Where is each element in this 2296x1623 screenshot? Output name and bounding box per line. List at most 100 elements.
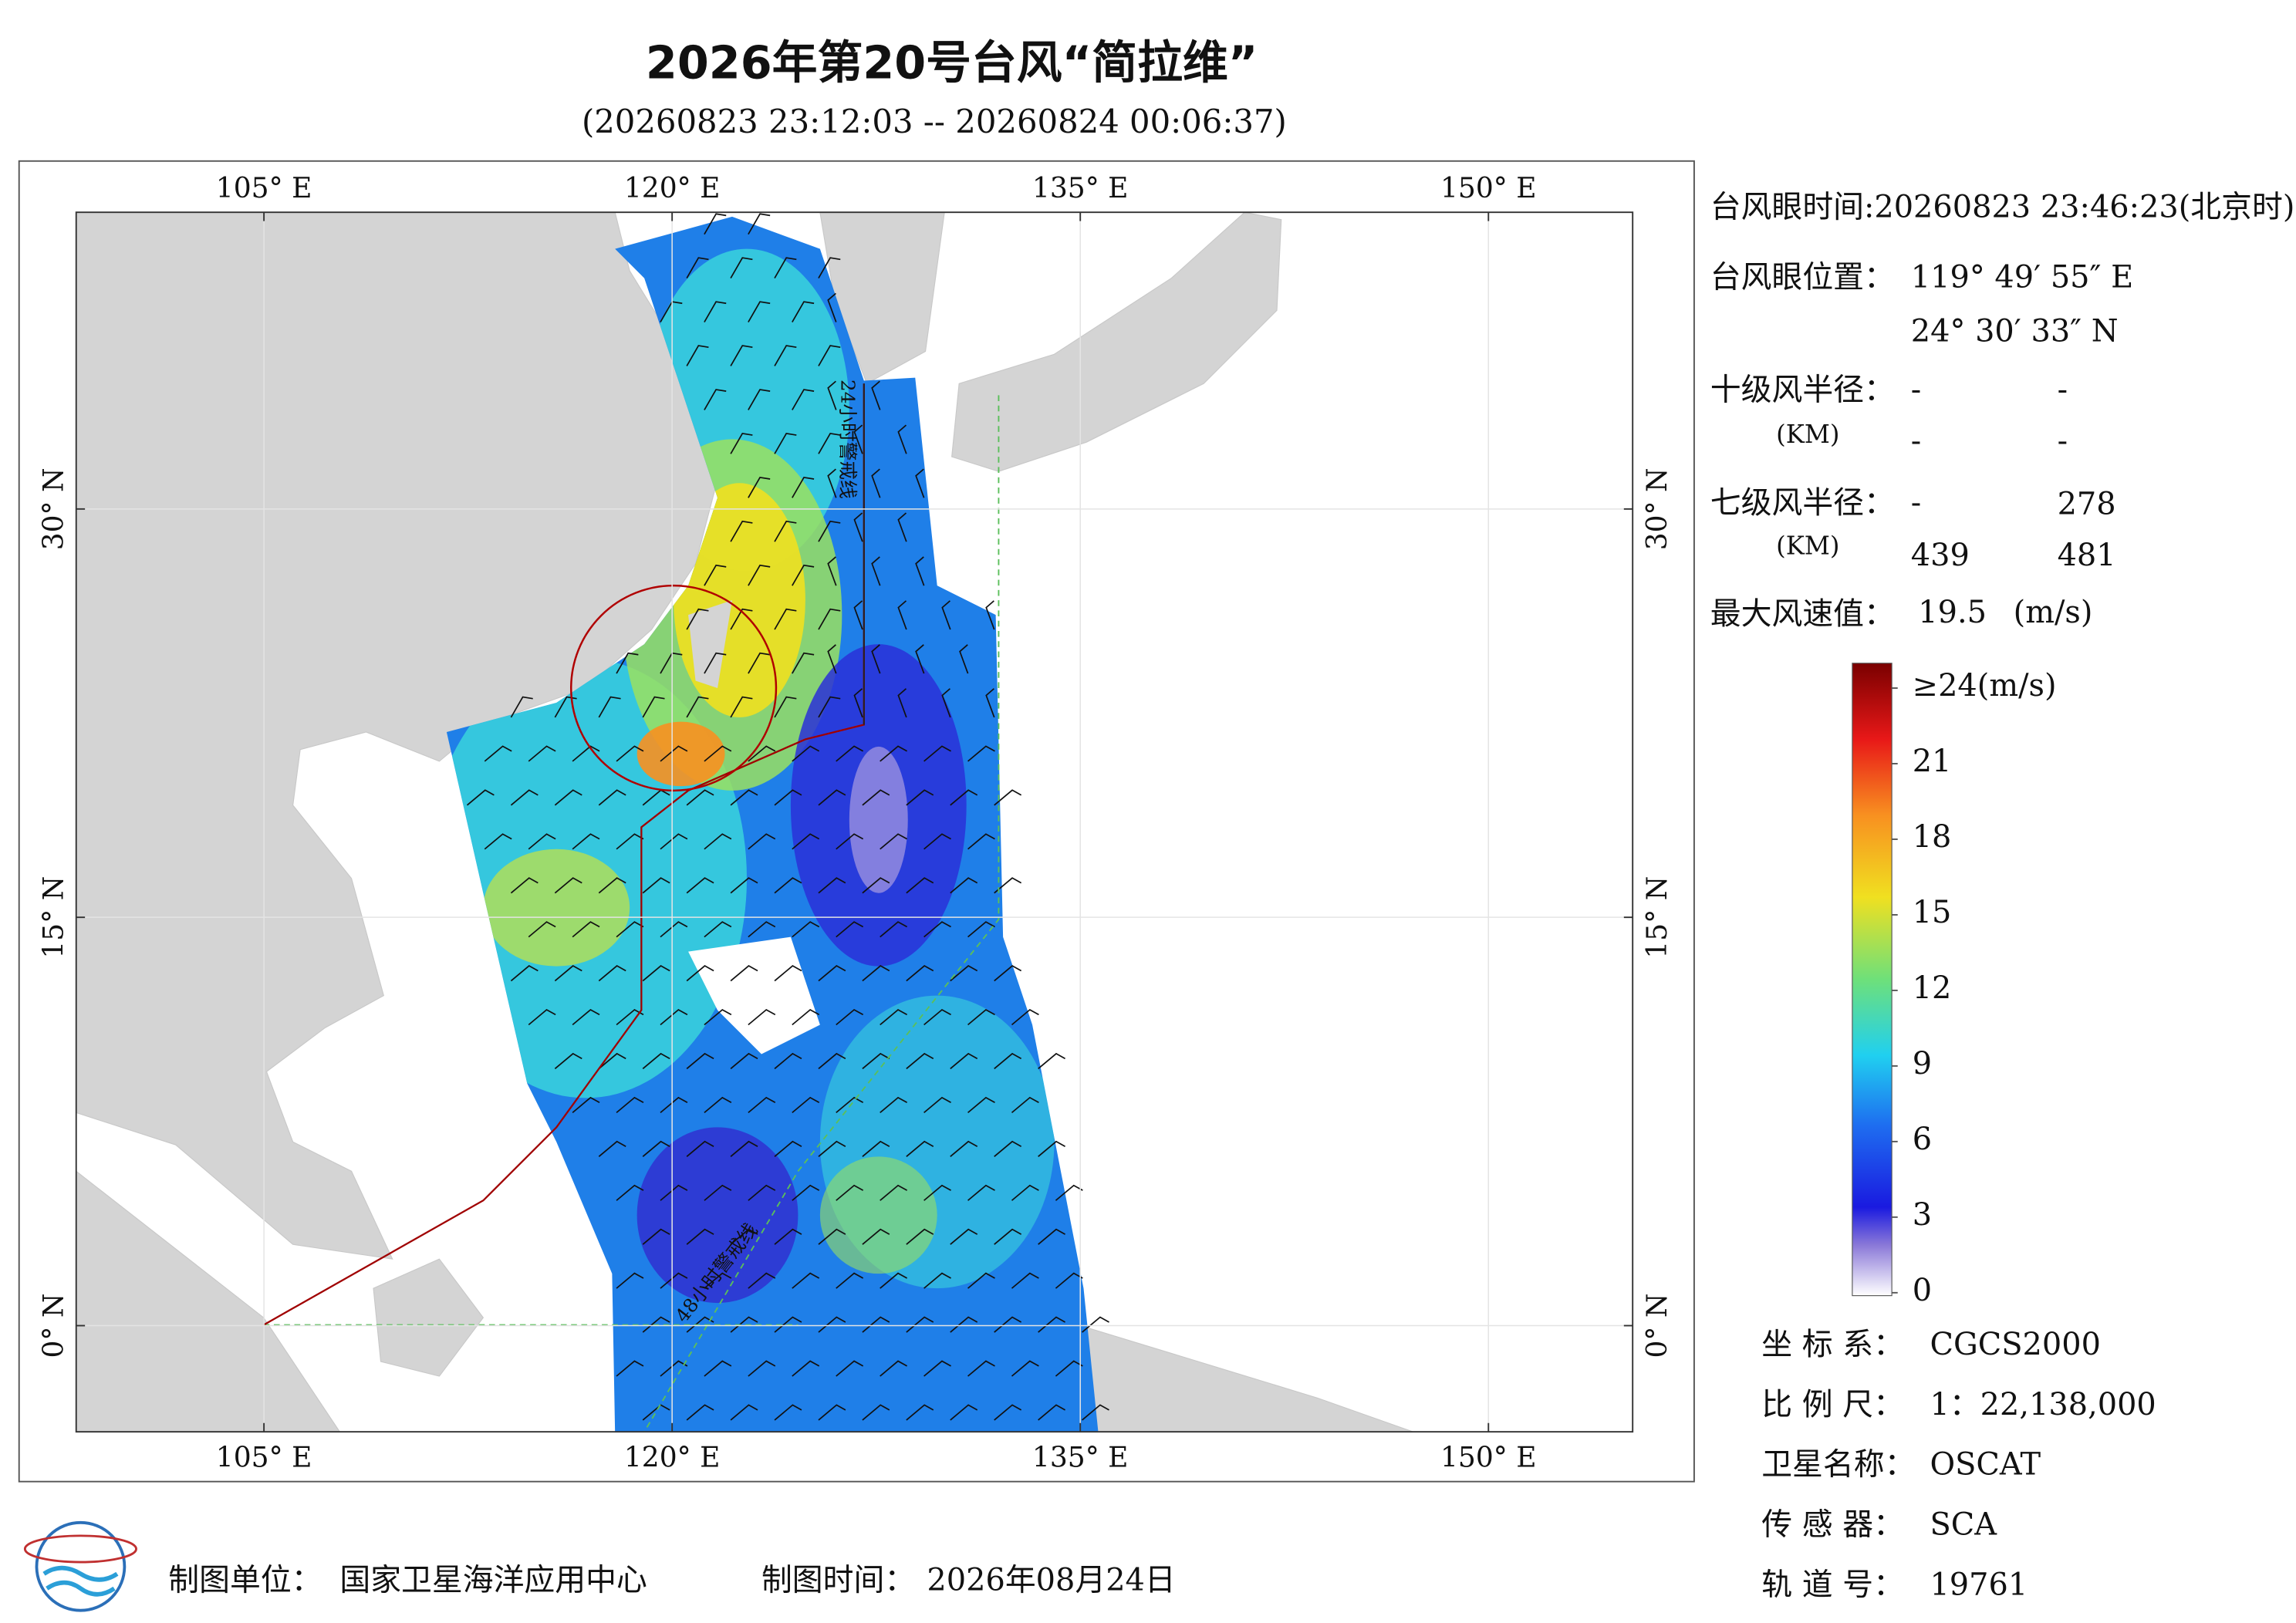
wind-barb	[616, 652, 639, 674]
wind-barb	[704, 745, 732, 762]
wind-barb	[862, 1228, 890, 1245]
wind-barb	[915, 556, 925, 586]
wind-barb	[836, 1272, 864, 1289]
wind-barb	[923, 1008, 951, 1026]
wind-barb	[686, 789, 714, 806]
wind-barb	[1038, 1052, 1065, 1070]
wind-barb	[1038, 1316, 1065, 1333]
wind-barb	[871, 468, 881, 498]
footer-value: 2026年08月24日	[927, 1563, 1175, 1598]
wind-barb	[748, 652, 771, 674]
wind-barb	[853, 424, 863, 454]
wind-barb	[774, 1052, 802, 1070]
info-unit: (KM)	[1776, 531, 1839, 560]
info-label: 卫星名称：	[1761, 1447, 1915, 1483]
wind-barb	[792, 476, 815, 498]
wind-barb	[466, 789, 495, 806]
wind-barb	[748, 564, 771, 586]
wind-barb	[871, 556, 881, 586]
wind-barb	[510, 789, 539, 806]
wind-barb	[774, 345, 797, 366]
wind-barb	[598, 696, 621, 718]
wind-barb	[704, 564, 727, 586]
info-value: -	[1911, 373, 1921, 408]
wind-field-area	[849, 746, 908, 893]
footer-label: 制图单位：	[168, 1563, 322, 1598]
wind-barb	[484, 745, 512, 762]
lon-tick-label: 120° E	[624, 1442, 721, 1474]
wind-barb	[827, 292, 837, 322]
info-value: 19761	[1930, 1567, 2028, 1602]
wind-barb	[941, 600, 951, 630]
wind-barb	[748, 1184, 776, 1201]
wind-barb	[704, 833, 732, 850]
wind-barb	[836, 921, 864, 938]
wind-barb	[748, 833, 776, 850]
subtitle: (20260823 23:12:03 -- 20260824 00:06:37)	[582, 103, 1287, 140]
wind-barb	[862, 965, 890, 982]
wind-barb	[554, 789, 582, 806]
lon-tick-label: 105° E	[216, 172, 312, 204]
wind-barb	[730, 345, 753, 366]
info-label: 最大风速值：	[1710, 596, 1895, 632]
wind-barb	[554, 696, 577, 718]
wind-barb	[730, 877, 758, 894]
info-value: -	[1911, 423, 1921, 459]
colorbar-tick-label: 6	[1913, 1122, 1932, 1157]
info-value: 19.5	[1918, 595, 1987, 630]
info-label: 台风眼位置：	[1710, 259, 1895, 295]
wind-barb	[1038, 1404, 1065, 1421]
info-label: 七级风半径：	[1710, 485, 1895, 521]
wind-barb	[572, 1096, 600, 1114]
logo	[23, 1520, 137, 1612]
wind-barb	[774, 433, 797, 454]
wind-barb	[1011, 1096, 1039, 1114]
wind-barb	[950, 1228, 978, 1245]
wind-barb	[616, 1272, 644, 1289]
wind-barb	[923, 833, 951, 850]
wind-barb	[572, 921, 600, 938]
wind-barb	[748, 301, 771, 322]
wind-barb	[686, 345, 709, 366]
wind-barb	[818, 1316, 846, 1333]
wind-barb	[774, 1228, 802, 1245]
wind-barb	[967, 1272, 995, 1289]
wind-barb	[827, 556, 837, 586]
wind-barb	[774, 789, 802, 806]
wind-barb	[774, 608, 797, 630]
wind-barb	[880, 833, 908, 850]
wind-barb	[748, 1008, 776, 1026]
wind-barb	[686, 1404, 714, 1421]
typhoon-wind-circle	[569, 584, 778, 792]
wind-barb	[774, 1404, 802, 1421]
wind-barb	[941, 688, 951, 718]
wind-barb	[818, 433, 841, 454]
wind-field-area	[819, 1156, 937, 1274]
wind-barb	[642, 965, 670, 982]
info-value: 20260823 23:46:23(北京时)	[1874, 189, 2294, 224]
wind-barb	[994, 1140, 1022, 1157]
wind-barb	[730, 608, 753, 630]
wind-barb	[730, 1228, 758, 1245]
colorbar-tick-label: 9	[1913, 1046, 1932, 1081]
map-area: 24小时警戒线 48小时警戒线	[76, 212, 1633, 1432]
wind-barb	[906, 789, 934, 806]
wind-barb	[818, 345, 841, 366]
wind-barb	[880, 745, 908, 762]
wind-barb	[994, 877, 1022, 894]
wind-barb	[748, 1096, 776, 1114]
warning-line-24h	[263, 383, 865, 1326]
wind-barbs	[466, 213, 1109, 1421]
wind-barb	[818, 520, 841, 542]
wind-barb	[967, 1360, 995, 1377]
wind-barb	[730, 257, 753, 279]
wind-barb	[836, 1184, 864, 1201]
footer-label: 制图时间：	[761, 1563, 915, 1598]
wind-field-area	[636, 721, 725, 787]
wind-barb	[862, 1052, 890, 1070]
wind-barb	[818, 965, 846, 982]
wind-barb	[994, 1316, 1022, 1333]
wind-barb	[818, 1228, 846, 1245]
wind-barb	[730, 1052, 758, 1070]
